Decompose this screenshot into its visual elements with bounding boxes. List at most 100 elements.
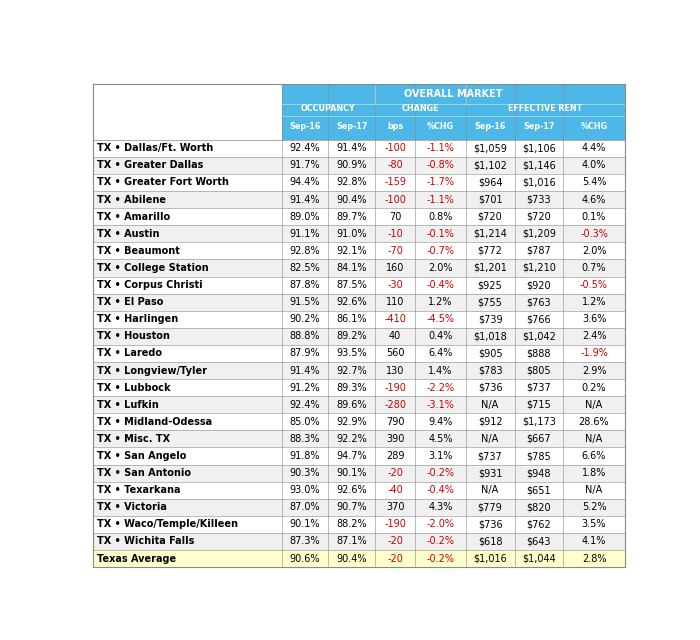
Text: 87.9%: 87.9% [290,348,321,358]
Text: 90.9%: 90.9% [337,161,367,170]
Bar [93,516,624,533]
Bar [93,550,624,567]
Text: $931: $931 [478,468,503,478]
Bar [93,533,624,550]
Text: 0.2%: 0.2% [582,383,606,392]
Text: 88.3%: 88.3% [290,434,321,444]
Text: 2.0%: 2.0% [428,263,453,273]
Text: -0.5%: -0.5% [580,280,608,290]
Text: 92.2%: 92.2% [337,434,368,444]
Text: $905: $905 [478,348,503,358]
Text: -3.1%: -3.1% [426,400,454,410]
Text: -1.7%: -1.7% [426,177,454,188]
Text: -100: -100 [384,195,406,205]
Text: $1,209: $1,209 [522,228,556,239]
Text: 1.2%: 1.2% [428,297,453,307]
Text: OCCUPANCY: OCCUPANCY [301,104,356,113]
Text: $772: $772 [477,246,503,256]
Text: Sep-16: Sep-16 [475,122,506,131]
Text: 92.7%: 92.7% [337,365,368,376]
Text: 3.5%: 3.5% [582,520,606,529]
Text: 92.4%: 92.4% [290,143,321,153]
Text: TX • Longview/Tyler: TX • Longview/Tyler [97,365,207,376]
Text: TX • Greater Dallas: TX • Greater Dallas [97,161,204,170]
Text: -2.0%: -2.0% [426,520,454,529]
Text: 130: 130 [386,365,405,376]
Bar [93,140,624,157]
Text: 1.2%: 1.2% [582,297,606,307]
Text: 91.4%: 91.4% [290,365,321,376]
Text: 1.4%: 1.4% [428,365,452,376]
Text: 91.8%: 91.8% [290,451,321,461]
Text: TX • Lubbock: TX • Lubbock [97,383,171,392]
Bar [93,430,624,447]
Bar [93,191,624,208]
Text: -20: -20 [387,536,403,547]
Bar [93,465,624,482]
Text: 110: 110 [386,297,405,307]
Text: $783: $783 [478,365,503,376]
Text: 1.8%: 1.8% [582,468,606,478]
Bar [93,413,624,430]
Text: $737: $737 [477,451,503,461]
Text: Texas Average: Texas Average [97,554,176,564]
Text: -0.4%: -0.4% [426,280,454,290]
Text: 90.4%: 90.4% [337,554,367,564]
Text: $667: $667 [526,434,552,444]
Text: 91.1%: 91.1% [290,228,321,239]
Text: TX • Texarkana: TX • Texarkana [97,485,181,495]
Text: TX • San Angelo: TX • San Angelo [97,451,187,461]
Text: N/A: N/A [585,485,603,495]
Text: $1,044: $1,044 [522,554,556,564]
Text: 87.5%: 87.5% [337,280,368,290]
Text: $651: $651 [526,485,552,495]
Text: 92.8%: 92.8% [290,246,321,256]
Text: 90.3%: 90.3% [290,468,321,478]
Text: 90.1%: 90.1% [290,520,321,529]
Text: TX • Harlingen: TX • Harlingen [97,314,178,324]
Text: $1,201: $1,201 [473,263,507,273]
Text: 88.2%: 88.2% [337,520,368,529]
Text: $912: $912 [478,417,503,427]
Text: TX • Dallas/Ft. Worth: TX • Dallas/Ft. Worth [97,143,214,153]
Bar [93,345,624,362]
Text: 87.3%: 87.3% [290,536,321,547]
Text: EFFECTIVE RENT: EFFECTIVE RENT [508,104,582,113]
Text: 4.4%: 4.4% [582,143,606,153]
Text: -0.2%: -0.2% [426,554,454,564]
Bar [93,225,624,243]
Text: TX • Wichita Falls: TX • Wichita Falls [97,536,195,547]
Text: %CHG: %CHG [580,122,608,131]
Text: -80: -80 [387,161,403,170]
Text: $720: $720 [477,212,503,221]
Text: $736: $736 [478,520,503,529]
Text: 9.4%: 9.4% [428,417,452,427]
Text: $787: $787 [526,246,552,256]
Text: 90.2%: 90.2% [290,314,321,324]
Text: 91.4%: 91.4% [337,143,367,153]
Text: $762: $762 [526,520,552,529]
Text: -159: -159 [384,177,406,188]
Text: 90.7%: 90.7% [337,502,368,512]
Text: $1,016: $1,016 [522,177,556,188]
Text: -410: -410 [384,314,406,324]
Bar [93,328,624,345]
Text: $920: $920 [526,280,552,290]
Text: 85.0%: 85.0% [290,417,321,427]
Bar [93,276,624,294]
Bar [93,294,624,310]
Text: 70: 70 [389,212,401,221]
Text: 92.6%: 92.6% [337,485,368,495]
Text: 92.1%: 92.1% [337,246,368,256]
Bar [93,157,624,174]
Text: 40: 40 [389,332,401,341]
Text: N/A: N/A [585,400,603,410]
Text: 92.9%: 92.9% [337,417,368,427]
Text: $1,106: $1,106 [522,143,556,153]
Text: -10: -10 [387,228,403,239]
Text: $1,042: $1,042 [522,332,556,341]
Text: 89.2%: 89.2% [337,332,368,341]
Text: $1,210: $1,210 [522,263,556,273]
Text: 0.4%: 0.4% [428,332,452,341]
Text: 3.6%: 3.6% [582,314,606,324]
